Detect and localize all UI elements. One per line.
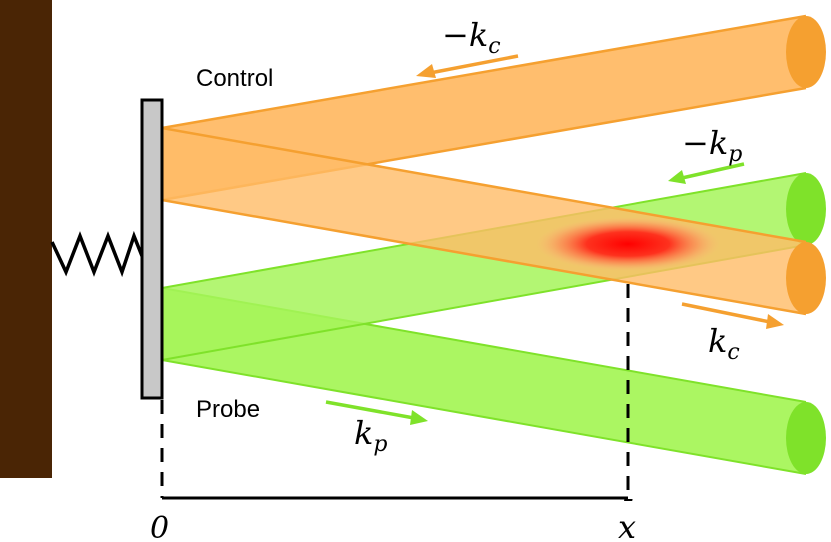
fixed-wall xyxy=(0,0,52,478)
kp-label: kp xyxy=(354,414,387,457)
probe-beam-end-lower xyxy=(786,402,826,474)
spring xyxy=(50,230,144,278)
neg-kc-label: −kc xyxy=(442,16,501,59)
control-label: Control xyxy=(196,65,273,92)
probe-arrow-right xyxy=(325,400,428,425)
xbar-accent: ¯ xyxy=(619,494,633,527)
control-beam-end-upper xyxy=(786,16,826,88)
control-arrow-left xyxy=(416,54,519,78)
probe-beam-incoming xyxy=(162,288,806,474)
neg-kp-label: −kp xyxy=(682,124,742,167)
probe-beam-end-upper xyxy=(786,173,826,245)
xbar-label: x xyxy=(618,508,636,542)
kc-label: kc xyxy=(708,322,740,365)
origin-label: 0 xyxy=(150,511,169,542)
probe-label: Probe xyxy=(196,396,260,423)
control-arrow-right xyxy=(681,302,784,329)
control-beam-end-lower xyxy=(786,242,826,314)
movable-mirror xyxy=(140,98,164,400)
control-beam-incoming xyxy=(162,16,806,200)
probe-arrow-left xyxy=(668,162,745,184)
interaction-hotspot xyxy=(536,217,720,271)
